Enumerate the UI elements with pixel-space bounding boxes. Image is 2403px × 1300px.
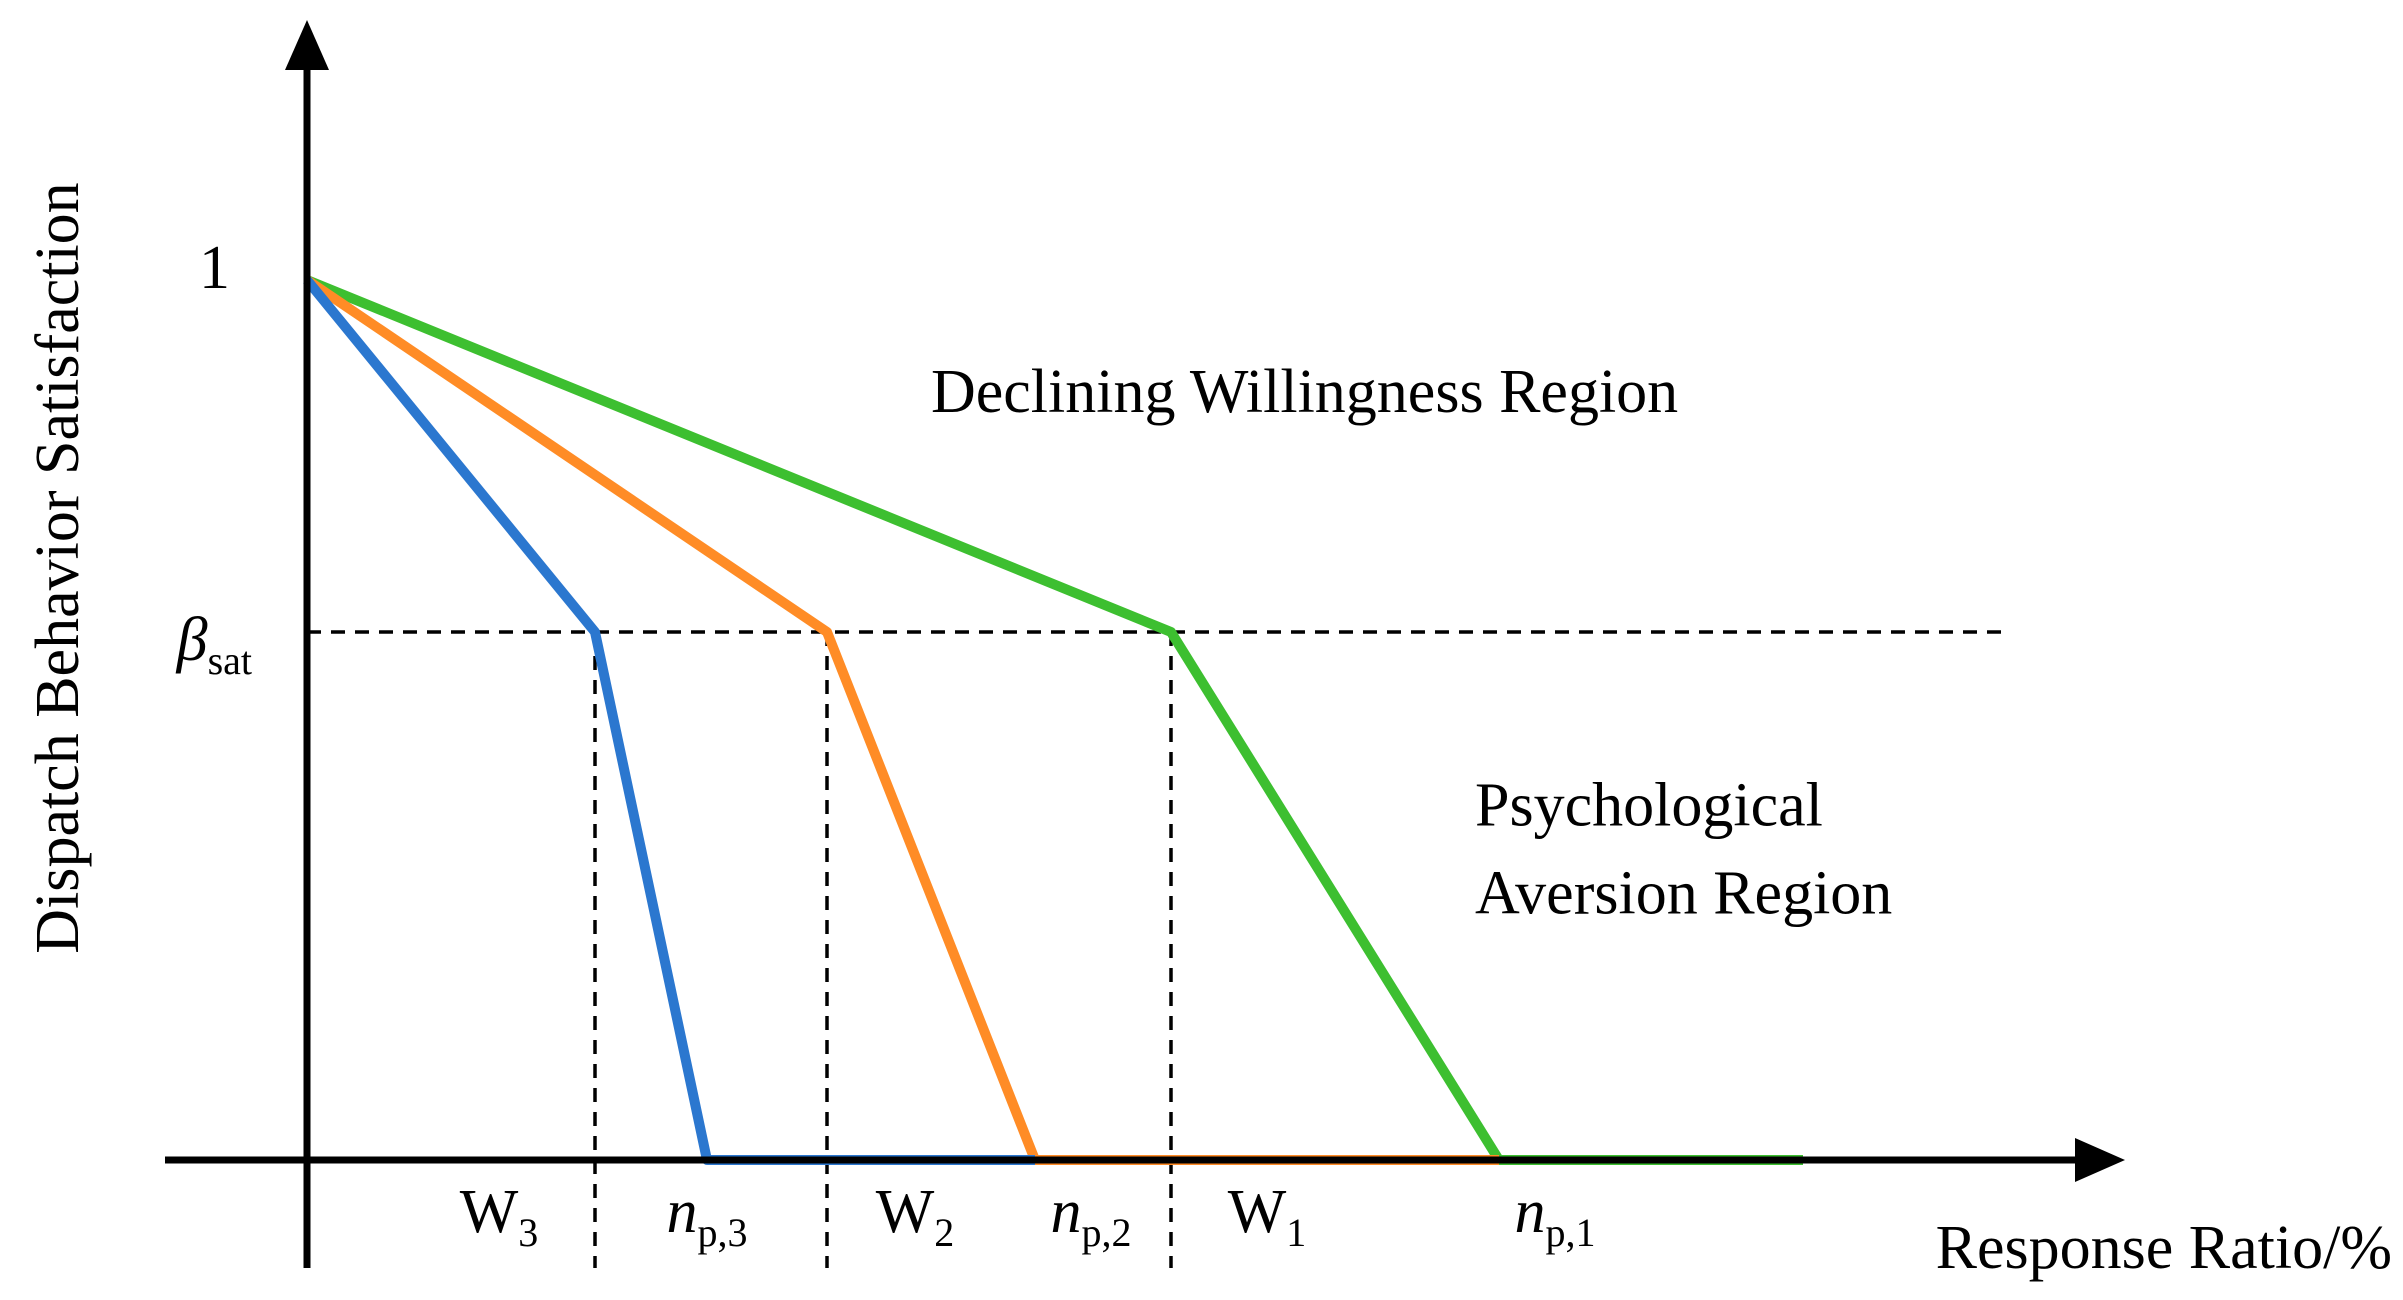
x-axis-title: Response Ratio/% (1936, 1214, 2392, 1282)
x-label-6: np,1 (1515, 1178, 1596, 1255)
x-label-3: W2 (876, 1178, 955, 1255)
series-line-3 (303, 276, 1035, 1165)
x-axis-arrow-icon (2075, 1138, 2125, 1182)
x-label-2: np,3 (667, 1178, 748, 1255)
y-axis-title: Dispatch Behavior Satisfaction (24, 182, 92, 953)
y-tick-label-2: βsat (176, 606, 252, 683)
region-annotation-1: Declining Willingness Region (931, 358, 1678, 426)
region-annotation-2: Psychological Aversion Region (1475, 772, 1892, 928)
y-axis-arrow-icon (285, 20, 329, 70)
x-label-4: np,2 (1051, 1178, 1132, 1255)
x-label-1: W3 (460, 1178, 539, 1255)
y-tick-label-1: 1 (199, 234, 230, 302)
x-label-5: W1 (1228, 1178, 1307, 1255)
